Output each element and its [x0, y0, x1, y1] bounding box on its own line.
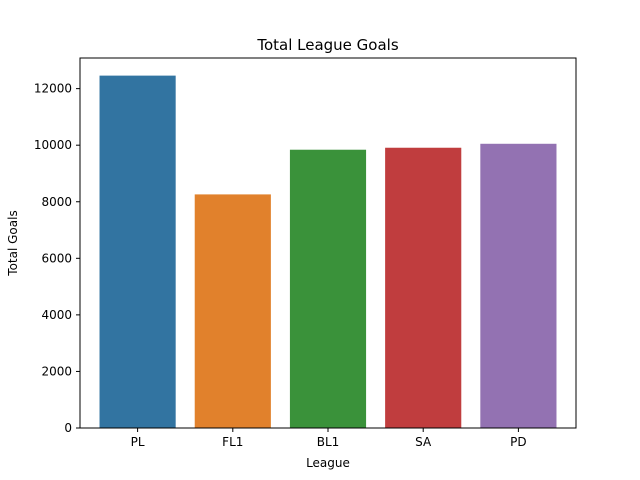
x-axis-ticks: PL FL1 BL1 SA PD — [131, 428, 527, 449]
x-tick-label: PL — [131, 435, 145, 449]
bars-group — [99, 75, 557, 429]
y-tick-label: 2000 — [41, 364, 72, 378]
y-tick-label: 4000 — [41, 308, 72, 322]
chart-title: Total League Goals — [256, 36, 398, 54]
bar-sa — [385, 147, 462, 429]
y-axis-label: Total Goals — [6, 210, 20, 276]
y-tick-label: 12000 — [34, 82, 72, 96]
bar-pd — [480, 143, 557, 428]
x-axis-label: League — [306, 456, 350, 470]
y-tick-label: 0 — [64, 421, 72, 435]
y-tick-label: 8000 — [41, 195, 72, 209]
bar-bl1 — [289, 149, 367, 428]
y-tick-label: 6000 — [41, 251, 72, 265]
x-tick-label: SA — [415, 435, 432, 449]
y-axis-ticks: 0 2000 4000 6000 8000 10000 12000 — [34, 82, 80, 435]
plot-frame — [79, 57, 577, 429]
x-tick-label: BL1 — [317, 435, 340, 449]
y-tick-label: 10000 — [34, 138, 72, 152]
bar-fl1 — [194, 194, 271, 428]
bar-pl — [99, 75, 176, 429]
x-tick-label: FL1 — [222, 435, 243, 449]
x-tick-label: PD — [510, 435, 526, 449]
